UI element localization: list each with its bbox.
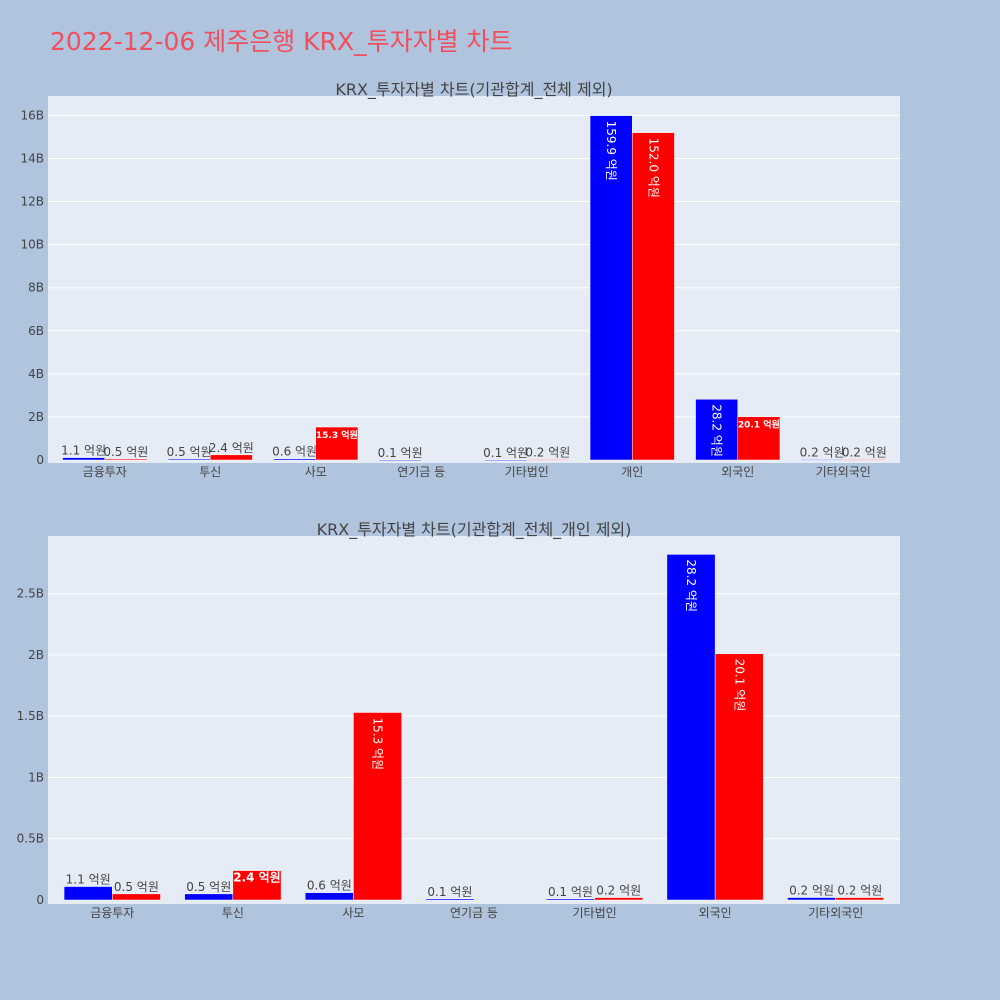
data-label: 20.1 억원 — [738, 419, 780, 431]
bar — [632, 132, 675, 461]
y-tick-label: 2.5B — [17, 587, 44, 601]
bar — [695, 399, 738, 461]
plot-area — [48, 96, 900, 463]
data-label: 28.2 억원 — [710, 404, 724, 457]
x-tick-label: 기타외국인 — [808, 906, 863, 920]
bar — [425, 898, 475, 901]
bar — [666, 554, 716, 901]
x-tick-label: 외국인 — [699, 906, 732, 920]
bar — [546, 898, 595, 901]
bar — [304, 892, 354, 901]
data-label: 0.6 억원 — [307, 879, 352, 893]
page-title: 2022-12-06 제주은행 KRX_투자자별 차트 — [50, 27, 513, 56]
data-label: 0.5 억원 — [114, 880, 159, 894]
y-tick-label: 0 — [36, 893, 44, 907]
data-label: 1.1 억원 — [61, 444, 106, 458]
x-tick-label: 연기금 등 — [450, 906, 498, 920]
y-tick-label: 2B — [28, 410, 44, 424]
y-tick-label: 0.5B — [17, 832, 44, 846]
y-tick-label: 2B — [28, 648, 44, 662]
data-label: 0.2 억원 — [842, 446, 887, 460]
bar — [184, 893, 234, 901]
bar — [589, 115, 633, 461]
data-label: 15.3 억원 — [316, 429, 358, 441]
bar — [315, 426, 359, 461]
data-label: 0.2 억원 — [800, 446, 845, 460]
y-tick-label: 4B — [28, 367, 44, 381]
data-label: 20.1 억원 — [732, 659, 746, 712]
x-tick-label: 기타외국인 — [816, 465, 871, 479]
y-tick-label: 6B — [28, 324, 44, 338]
bar — [484, 459, 527, 461]
data-label: 0.2 억원 — [596, 884, 641, 898]
bar — [843, 459, 886, 461]
bar — [62, 457, 105, 461]
y-tick-label: 12B — [20, 195, 44, 209]
bar — [353, 712, 402, 901]
chart-title: KRX_투자자별 차트(기관합계_전체 제외) — [335, 80, 612, 100]
bar — [835, 897, 885, 901]
bar — [378, 459, 422, 461]
y-tick-label: 1B — [28, 770, 44, 784]
bar — [800, 459, 844, 461]
y-tick-label: 16B — [20, 108, 44, 122]
x-tick-label: 금융투자 — [83, 465, 127, 479]
bar — [787, 897, 836, 901]
bar — [112, 893, 161, 901]
bar — [210, 454, 253, 461]
data-label: 2.4 억원 — [233, 871, 281, 885]
x-tick-label: 투신 — [222, 906, 244, 920]
y-tick-label: 8B — [28, 281, 44, 295]
data-label: 0.5 억원 — [186, 880, 231, 894]
x-tick-label: 금융투자 — [90, 906, 134, 920]
data-label: 0.5 억원 — [167, 445, 212, 459]
y-tick-label: 0 — [36, 453, 44, 467]
data-label: 0.2 억원 — [789, 884, 834, 898]
chart-1: KRX_투자자별 차트(기관합계_전체 제외) 0 2B 4B 6B 8B 10B 12B 14… — [20, 80, 900, 479]
bar — [273, 458, 316, 461]
bar — [63, 886, 113, 901]
y-tick-label: 1.5B — [17, 709, 44, 723]
plot-area — [48, 536, 900, 904]
data-label: 152.0 억원 — [646, 138, 660, 198]
x-tick-label: 투신 — [199, 465, 221, 479]
data-label: 0.6 억원 — [272, 445, 317, 459]
bar — [232, 870, 282, 901]
bar — [104, 458, 148, 461]
y-tick-label: 10B — [20, 238, 44, 252]
x-tick-label: 개인 — [621, 465, 643, 479]
data-label: 0.5 억원 — [103, 445, 148, 459]
data-label: 0.2 억원 — [837, 884, 882, 898]
bar — [167, 458, 211, 461]
data-label: 0.1 억원 — [378, 446, 423, 460]
data-label: 1.1 억원 — [66, 873, 111, 887]
chart-2: KRX_투자자별 차트(기관합계_전체_개인 제외) 0 0.5B 1B 1.5B 2B 2… — [17, 520, 900, 920]
x-tick-label: 기타법인 — [505, 465, 549, 479]
data-label: 0.1 억원 — [483, 446, 528, 460]
x-tick-label: 외국인 — [721, 465, 754, 479]
x-tick-label: 사모 — [342, 906, 364, 920]
x-tick-label: 연기금 등 — [397, 465, 445, 479]
bar — [526, 459, 570, 461]
data-label: 0.2 억원 — [525, 446, 570, 460]
data-label: 0.1 억원 — [427, 885, 472, 899]
bar — [714, 653, 764, 901]
data-label: 0.1 억원 — [548, 885, 593, 899]
data-label: 2.4 억원 — [209, 441, 254, 455]
data-label: 15.3 억원 — [371, 717, 385, 770]
chart-title: KRX_투자자별 차트(기관합계_전체_개인 제외) — [317, 520, 632, 540]
bar — [594, 897, 644, 901]
data-label: 159.9 억원 — [604, 121, 618, 181]
y-tick-label: 14B — [20, 151, 44, 165]
bar — [737, 416, 781, 461]
data-label: 28.2 억원 — [684, 559, 698, 612]
x-tick-label: 기타법인 — [572, 906, 616, 920]
x-tick-label: 사모 — [305, 465, 327, 479]
